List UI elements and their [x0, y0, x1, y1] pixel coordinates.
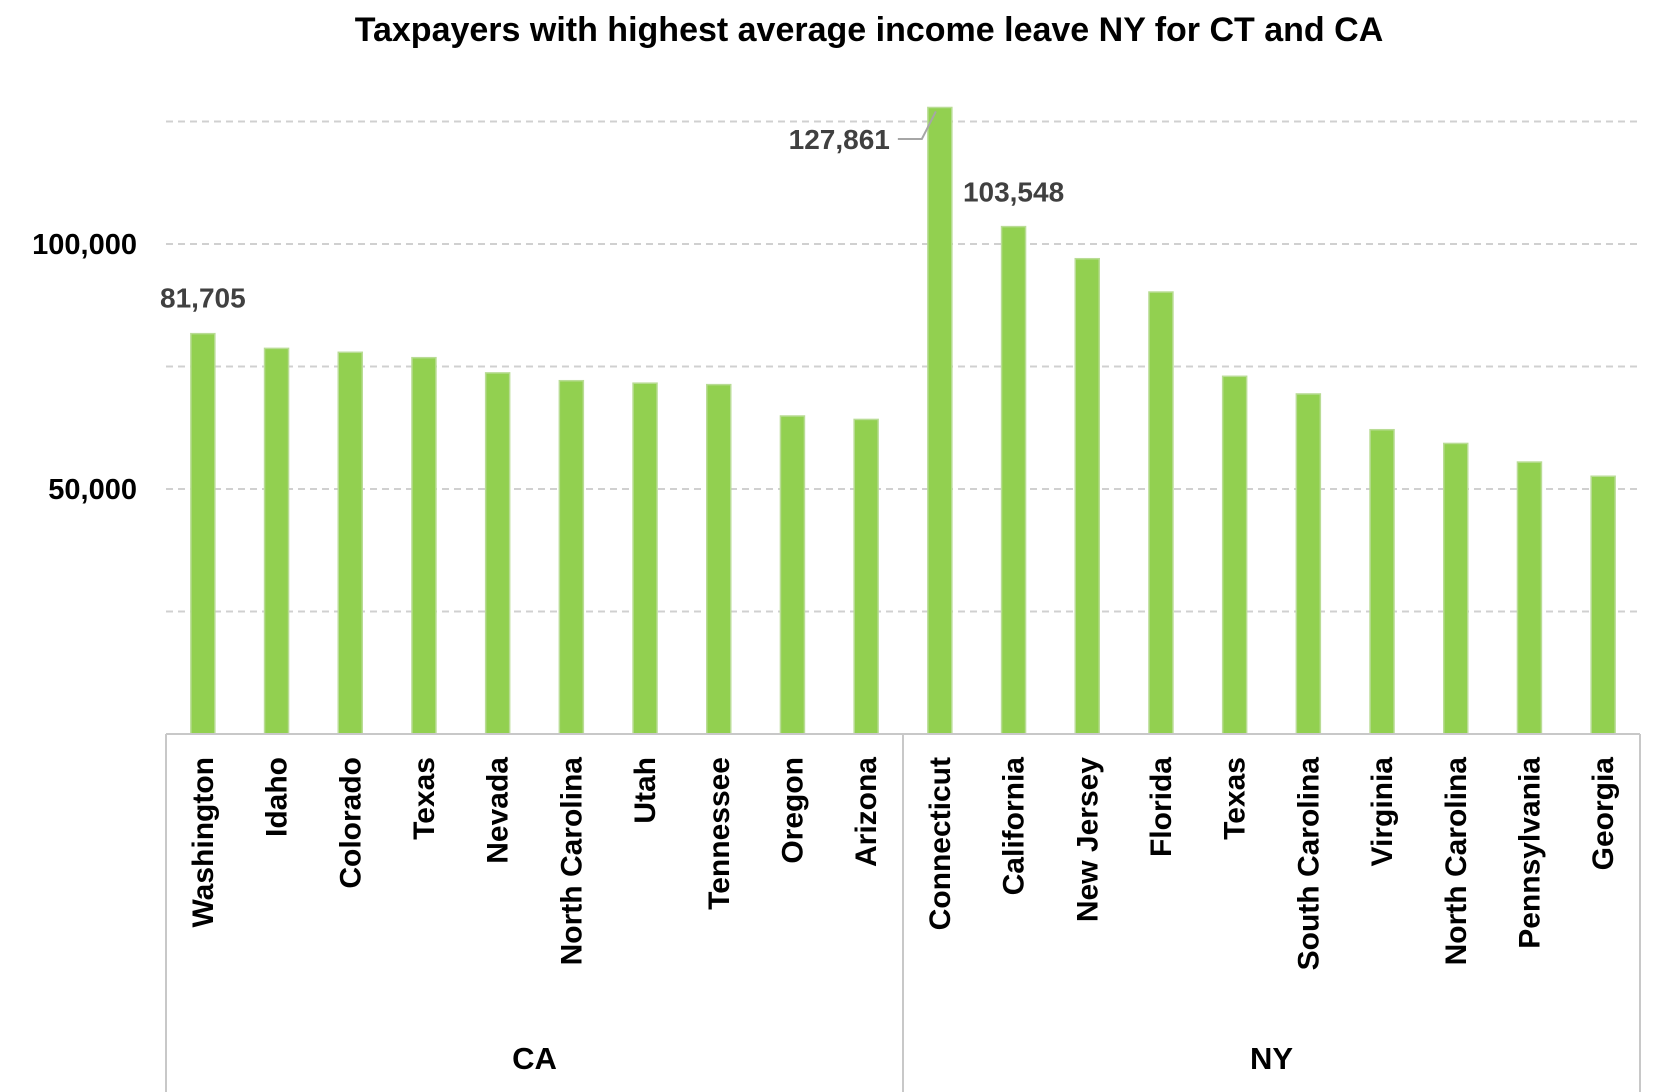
- bar: [190, 332, 216, 735]
- bar: [558, 379, 585, 735]
- category-axis: [165, 733, 1641, 1092]
- bar: [1443, 442, 1469, 735]
- y-tick-label: 100,000: [32, 229, 137, 261]
- group-labels: CA NY: [512, 1041, 1293, 1076]
- category-label: Utah: [629, 757, 662, 824]
- chart-title: Taxpayers with highest average income le…: [355, 11, 1384, 49]
- bar: [263, 347, 290, 735]
- category-labels: Washington Idaho Colorado Texas Nevada North …: [187, 757, 1620, 971]
- bars: [190, 106, 1616, 735]
- bar: [484, 372, 511, 735]
- category-label: Texas: [1219, 757, 1252, 840]
- category-label: Idaho: [261, 757, 294, 837]
- bar: [706, 383, 732, 735]
- data-label: 127,861: [789, 124, 890, 155]
- bar: [1295, 393, 1322, 735]
- bar: [927, 106, 953, 735]
- category-label: North Carolina: [555, 757, 588, 966]
- category-label: Texas: [408, 757, 441, 840]
- bar: [1369, 428, 1395, 735]
- gridlines: [166, 120, 1640, 613]
- category-label: Connecticut: [924, 757, 957, 930]
- y-axis-tick-labels: 50,000 100,000: [32, 229, 137, 506]
- bar: [1000, 225, 1027, 735]
- category-label: South Carolina: [1292, 757, 1325, 971]
- category-label: Georgia: [1587, 757, 1620, 871]
- category-label: North Carolina: [1440, 757, 1473, 966]
- bar: [1221, 375, 1248, 735]
- data-label-leader: [897, 111, 937, 140]
- category-label: Arizona: [850, 757, 883, 867]
- y-tick-label: 50,000: [48, 474, 137, 506]
- bar: [1074, 257, 1100, 735]
- category-label: Colorado: [334, 757, 367, 889]
- bar: [337, 351, 363, 735]
- category-label: New Jersey: [1071, 757, 1104, 922]
- bar: [632, 382, 658, 735]
- category-label: California: [998, 757, 1031, 896]
- data-labels: 81,705 127,861 103,548: [160, 111, 1064, 314]
- bar: [1148, 291, 1174, 735]
- bar: [1516, 461, 1543, 735]
- category-label: Tennessee: [703, 757, 736, 910]
- category-label: Nevada: [482, 757, 515, 864]
- data-label: 81,705: [160, 283, 246, 314]
- category-label: Florida: [1145, 757, 1178, 857]
- bar: [779, 415, 806, 735]
- group-label: NY: [1250, 1041, 1293, 1076]
- bar: [1590, 475, 1616, 735]
- group-label: CA: [512, 1041, 557, 1076]
- category-label: Washington: [187, 757, 220, 928]
- category-label: Oregon: [776, 757, 809, 864]
- bar: [853, 418, 879, 735]
- data-label: 103,548: [963, 177, 1064, 208]
- category-label: Virginia: [1366, 757, 1399, 867]
- category-label: Pennsylvania: [1513, 757, 1546, 949]
- bar: [411, 356, 437, 735]
